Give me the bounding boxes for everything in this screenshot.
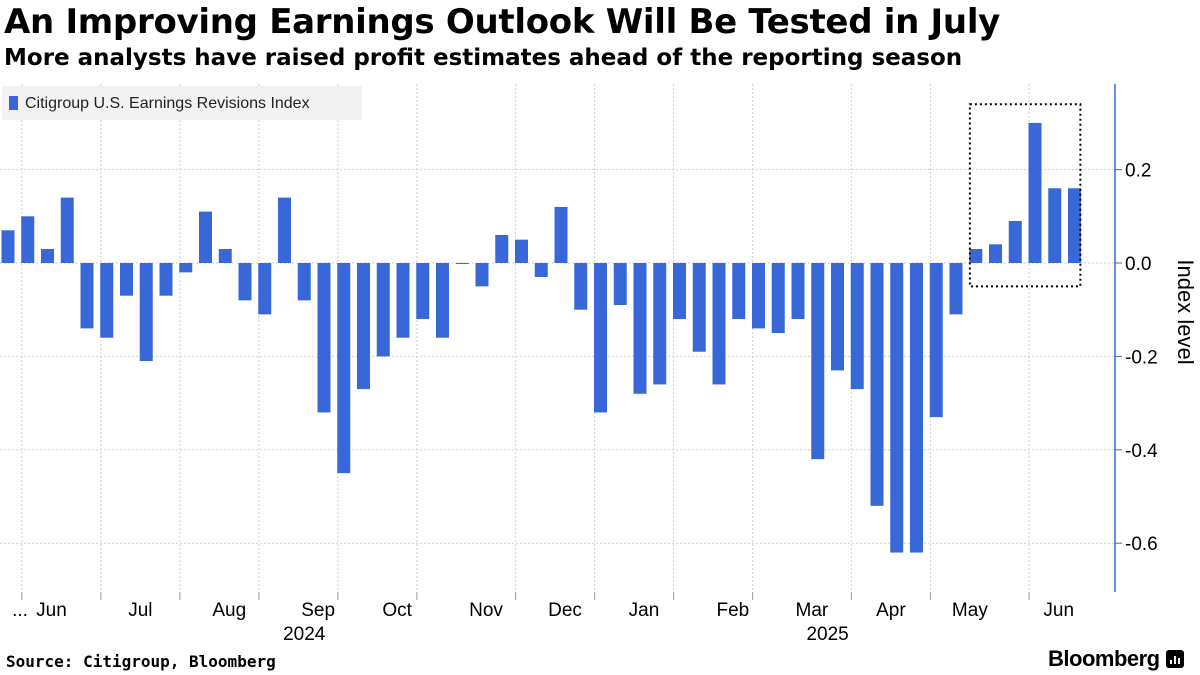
x-month-label: Jan <box>629 600 660 621</box>
bar <box>80 263 94 329</box>
bar <box>179 263 193 273</box>
legend-box <box>2 86 362 120</box>
x-month-label: Jul <box>128 600 152 621</box>
x-month-label: Feb <box>717 600 750 621</box>
bar <box>949 263 963 315</box>
y-tick-label: 0.2 <box>1125 161 1151 182</box>
bar <box>41 248 54 263</box>
bar <box>910 263 923 553</box>
bloomberg-logo: Bloomberg <box>1048 646 1184 672</box>
x-month-label: Mar <box>796 600 829 621</box>
bar <box>712 263 726 385</box>
x-month-label: Jun <box>36 600 67 621</box>
x-month-label: Nov <box>469 600 503 621</box>
x-year-label: 2025 <box>806 624 848 645</box>
bar <box>574 263 588 310</box>
bar <box>60 197 74 263</box>
bar <box>1008 220 1022 263</box>
bar <box>692 263 706 352</box>
bar <box>1 230 15 263</box>
bar <box>534 263 548 278</box>
bar <box>633 263 647 394</box>
bar <box>850 263 864 390</box>
bar <box>969 248 983 263</box>
bar <box>436 263 449 338</box>
gridlines <box>0 84 1115 592</box>
bar <box>297 263 311 301</box>
chart-title: An Improving Earnings Outlook Will Be Te… <box>4 2 1001 42</box>
bar <box>732 263 746 320</box>
bar <box>673 263 686 320</box>
x-axis: ... Jun Jul Aug Sep Oct Nov Dec Jan Feb Mar Apr May J… <box>12 592 1074 645</box>
bar <box>218 248 232 263</box>
chart-subtitle: More analysts have raised profit estimat… <box>4 45 963 71</box>
bar <box>811 263 825 460</box>
bar <box>416 263 430 320</box>
bar <box>495 234 509 263</box>
bar <box>752 263 765 329</box>
y-axis: 0.2 0.0 -0.2 -0.4 -0.6 <box>1114 84 1158 592</box>
bar <box>357 263 370 390</box>
bar <box>21 216 35 263</box>
highlight-rect <box>968 103 1082 288</box>
bar <box>455 263 469 264</box>
bar <box>120 263 133 296</box>
bar <box>870 263 884 506</box>
bar <box>1028 122 1042 264</box>
y-tick-label: -0.6 <box>1125 534 1158 555</box>
legend-label: Citigroup U.S. Earnings Revisions Index <box>25 95 310 112</box>
bar <box>396 263 410 338</box>
brand-name: Bloomberg <box>1048 646 1160 671</box>
x-month-label: May <box>952 600 988 621</box>
bar <box>771 263 785 334</box>
source-note: Source: Citigroup, Bloomberg <box>6 652 276 671</box>
bar <box>159 263 173 296</box>
bar <box>199 211 212 263</box>
x-month-label: Aug <box>212 600 246 621</box>
bar <box>613 263 627 306</box>
x-month-label: Jun <box>1043 600 1074 621</box>
bar <box>989 244 1002 263</box>
y-tick-label: -0.4 <box>1125 441 1158 462</box>
bar <box>890 263 904 553</box>
bar <box>278 197 291 263</box>
y-tick-label: -0.2 <box>1125 347 1158 368</box>
bar <box>376 263 390 357</box>
bar <box>100 263 114 338</box>
bar <box>594 263 607 413</box>
bloomberg-chart-icon <box>1165 650 1184 668</box>
bar <box>139 263 153 362</box>
legend-swatch <box>9 96 18 110</box>
bar <box>1048 188 1062 263</box>
x-month-label: Apr <box>876 600 906 621</box>
highlight-box <box>968 103 1082 288</box>
bar <box>515 239 528 263</box>
bar <box>475 263 489 287</box>
bar <box>238 263 252 301</box>
y-tick-label: 0.0 <box>1125 254 1151 275</box>
y-axis-label: Index level <box>1173 259 1198 364</box>
x-month-label: Dec <box>548 600 582 621</box>
x-month-label: Oct <box>382 600 412 621</box>
bar <box>929 263 943 418</box>
bar <box>337 263 351 474</box>
bar <box>1068 188 1081 263</box>
legend: Citigroup U.S. Earnings Revisions Index <box>2 86 362 120</box>
bar <box>317 263 331 413</box>
x-month-label: ... <box>12 600 28 621</box>
bar <box>831 263 844 371</box>
bar <box>653 263 667 385</box>
bar <box>791 263 805 320</box>
x-year-label: 2024 <box>283 624 326 645</box>
bar <box>258 263 272 315</box>
bars <box>1 122 1081 553</box>
x-month-label: Sep <box>301 600 335 621</box>
bar <box>554 206 568 263</box>
